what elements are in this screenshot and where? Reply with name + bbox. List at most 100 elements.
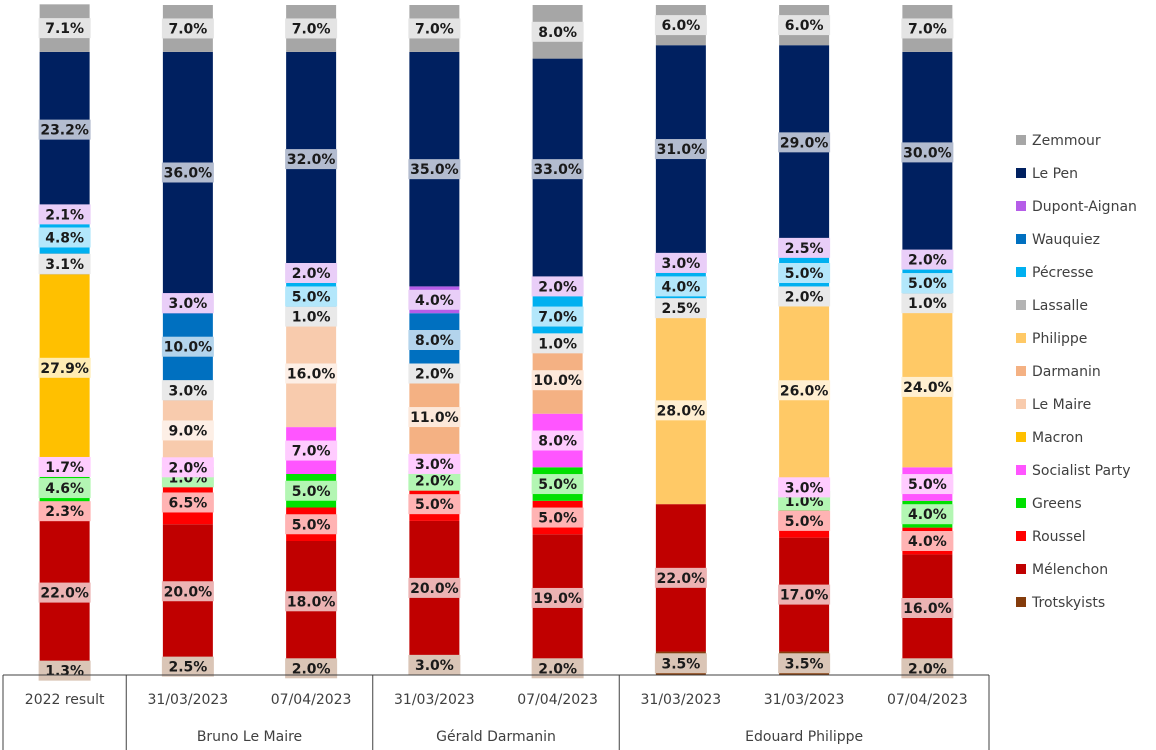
value-label: 7.0% (168, 21, 207, 37)
value-label-box (778, 653, 831, 674)
legend-label: Zemmour (1032, 133, 1101, 149)
value-label-box (161, 336, 214, 357)
value-label: 22.0% (40, 586, 89, 602)
value-label: 5.0% (292, 484, 331, 500)
value-label-box (285, 480, 338, 501)
value-label: 30.0% (903, 145, 952, 161)
value-label: 1.0% (538, 336, 577, 352)
value-label-box (408, 363, 461, 384)
legend-swatch (1016, 300, 1026, 310)
value-label: 5.0% (292, 289, 331, 305)
value-label: 7.0% (908, 21, 947, 37)
value-label: 7.0% (538, 310, 577, 326)
value-label-box (531, 306, 584, 327)
value-label: 9.0% (168, 423, 207, 439)
x-axis: 2022 result 31/03/2023 07/04/2023 31/03/202… (2, 674, 990, 750)
value-label-box (161, 492, 214, 513)
value-label-box (408, 453, 461, 474)
x-tick-label: 31/03/2023 (148, 692, 229, 708)
value-label-box (531, 474, 584, 495)
value-label-box (901, 142, 954, 163)
value-label-box (531, 587, 584, 608)
value-label-box (161, 420, 214, 441)
value-label: 6.0% (661, 18, 700, 34)
value-label-box (38, 253, 91, 274)
legend-swatch (1016, 564, 1026, 574)
value-label: 3.5% (661, 656, 700, 672)
value-label-box (654, 276, 707, 297)
value-label: 2.5% (168, 660, 207, 676)
value-label-box (654, 139, 707, 160)
value-label: 24.0% (903, 380, 952, 396)
value-label-box (778, 132, 831, 153)
legend-label: Greens (1032, 496, 1082, 512)
value-label: 4.0% (908, 534, 947, 550)
value-label-box (38, 456, 91, 477)
legend-label: Philippe (1032, 331, 1087, 347)
legend-label: Roussel (1032, 529, 1086, 545)
value-label-box (285, 18, 338, 39)
value-label-box (161, 656, 214, 677)
value-label: 5.0% (908, 276, 947, 292)
legend-label: Le Pen (1032, 166, 1078, 182)
x-tick-label: 07/04/2023 (517, 692, 598, 708)
value-label: 2.0% (168, 460, 207, 476)
value-label: 4.8% (45, 230, 84, 246)
legend: Trotskyists Mélenchon Roussel Greens Sociali… (1016, 133, 1137, 611)
value-label-box (778, 263, 831, 283)
value-label-box (531, 333, 584, 354)
value-label-box (654, 567, 707, 588)
value-label: 3.0% (168, 296, 207, 312)
value-label-box (285, 286, 338, 307)
value-label-box (161, 162, 214, 183)
value-label-box (654, 400, 707, 421)
value-label-box (38, 478, 91, 499)
value-label-box (161, 380, 214, 401)
value-label-box (408, 577, 461, 598)
value-label: 2.0% (292, 661, 331, 677)
value-label-box (285, 149, 338, 170)
x-tick-label: 2022 result (25, 692, 105, 708)
legend-swatch (1016, 432, 1026, 442)
value-label: 4.6% (45, 481, 84, 497)
value-label-box (901, 474, 954, 495)
value-label: 3.0% (415, 457, 454, 473)
value-label: 2.5% (785, 241, 824, 257)
value-label: 35.0% (410, 162, 459, 178)
value-label-box (285, 514, 338, 535)
value-label: 20.0% (410, 581, 459, 597)
group-label: Bruno Le Maire (197, 729, 302, 745)
value-label-box (161, 18, 214, 39)
value-label: 2.3% (45, 504, 84, 520)
value-label: 5.0% (908, 477, 947, 493)
value-label: 18.0% (287, 594, 336, 610)
value-label: 20.0% (164, 584, 213, 600)
group-label: Edouard Philippe (745, 729, 863, 745)
value-label: 1.0% (292, 310, 331, 326)
value-label: 5.0% (415, 497, 454, 513)
legend-swatch (1016, 597, 1026, 607)
value-label-box (778, 286, 831, 307)
value-label-box (38, 204, 91, 225)
legend-label: Wauquiez (1032, 232, 1100, 248)
value-label: 2.0% (908, 661, 947, 677)
value-label: 1.3% (45, 664, 84, 680)
value-label-box (408, 470, 461, 491)
value-label-box (531, 276, 584, 297)
x-tick-label: 07/04/2023 (271, 692, 352, 708)
value-label-box (38, 501, 91, 522)
value-label: 23.2% (40, 123, 89, 139)
legend-swatch (1016, 201, 1026, 211)
value-label-box (654, 15, 707, 36)
value-label: 8.0% (538, 25, 577, 41)
legend-label: Macron (1032, 430, 1083, 446)
value-label-box (778, 584, 831, 605)
value-label-box (531, 658, 584, 679)
value-label: 8.0% (538, 434, 577, 450)
legend-swatch (1016, 168, 1026, 178)
value-label: 32.0% (287, 152, 336, 168)
value-label: 3.5% (785, 656, 824, 672)
x-tick-label: 31/03/2023 (764, 692, 845, 708)
value-label: 8.0% (415, 333, 454, 349)
value-label-box (901, 658, 954, 679)
